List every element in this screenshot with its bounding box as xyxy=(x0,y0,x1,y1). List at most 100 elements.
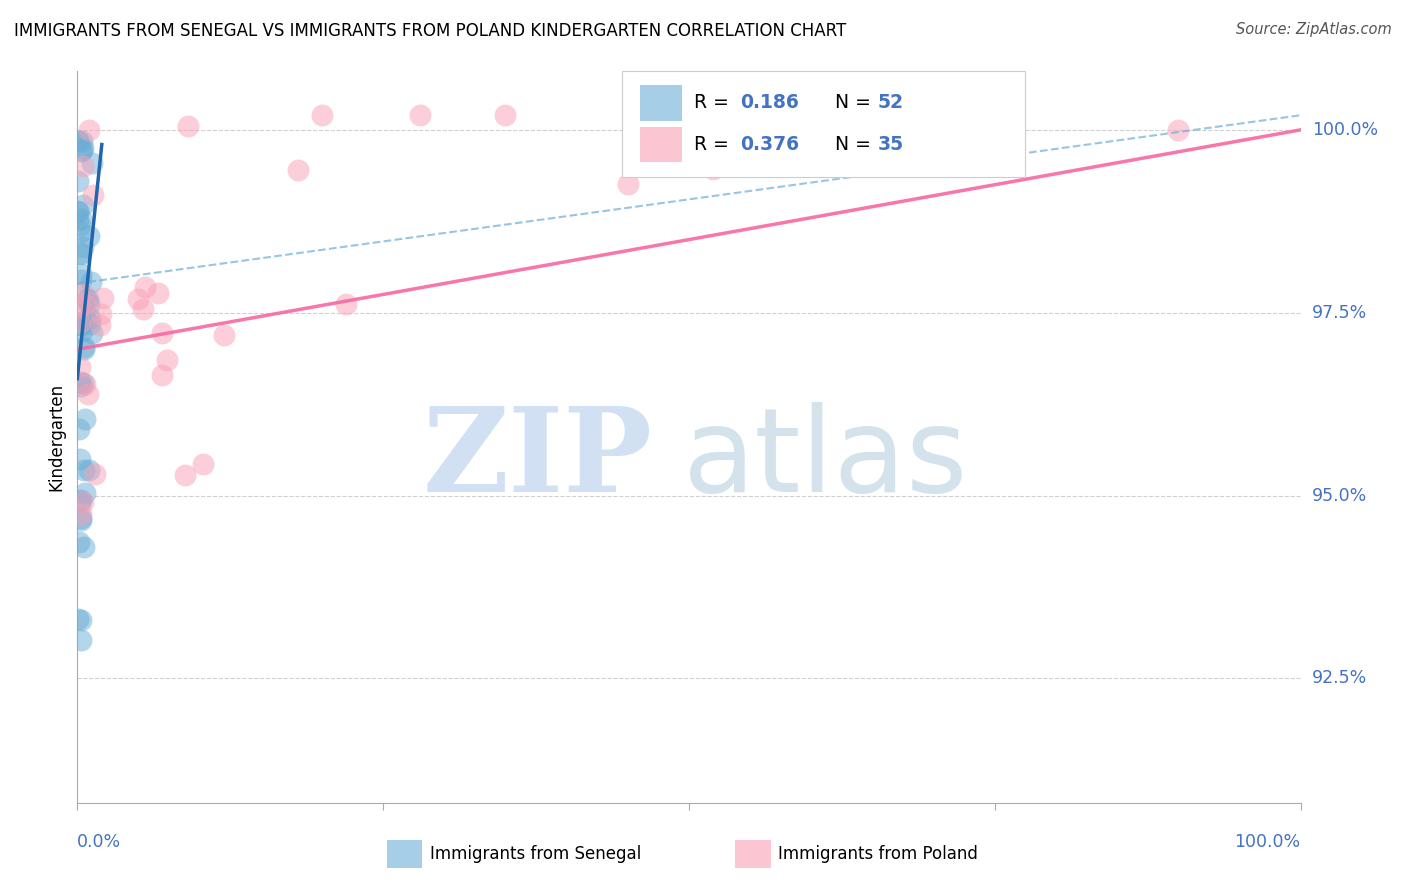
Point xyxy=(75,293,97,307)
Point xyxy=(75,411,97,425)
Point xyxy=(79,318,101,332)
Point xyxy=(75,297,97,311)
Point xyxy=(66,318,89,332)
Point xyxy=(311,108,333,122)
Point xyxy=(69,245,91,260)
Point xyxy=(72,159,94,173)
Point xyxy=(83,467,105,482)
Point xyxy=(69,315,91,329)
Point xyxy=(79,311,101,326)
Point xyxy=(77,123,100,137)
Text: 35: 35 xyxy=(877,135,904,154)
Text: atlas: atlas xyxy=(683,401,969,516)
Point xyxy=(72,198,94,212)
Point xyxy=(80,155,103,169)
Point xyxy=(77,296,100,310)
Point xyxy=(70,511,93,525)
Point xyxy=(69,226,91,240)
Point xyxy=(75,486,97,500)
Point xyxy=(67,535,90,549)
Text: 100.0%: 100.0% xyxy=(1312,121,1378,139)
Point xyxy=(72,141,94,155)
Point xyxy=(134,279,156,293)
Point xyxy=(76,387,98,401)
Point xyxy=(409,108,432,122)
Point xyxy=(70,268,93,282)
Point xyxy=(75,377,97,392)
Text: R =: R = xyxy=(693,94,735,112)
Point xyxy=(69,495,91,509)
Point xyxy=(91,291,114,305)
Point xyxy=(70,507,93,521)
Point xyxy=(69,633,91,648)
Point xyxy=(77,463,100,477)
Point xyxy=(75,313,97,327)
Point xyxy=(69,379,91,393)
Text: N =: N = xyxy=(835,94,876,112)
Text: 0.376: 0.376 xyxy=(741,135,800,154)
Point xyxy=(70,212,93,227)
Point xyxy=(287,162,309,177)
Point xyxy=(72,240,94,254)
Point xyxy=(72,143,94,157)
Point xyxy=(70,273,93,287)
Point xyxy=(70,144,93,158)
Point xyxy=(69,359,91,374)
Text: 0.186: 0.186 xyxy=(741,94,799,112)
Point xyxy=(70,513,93,527)
Point xyxy=(67,612,90,626)
FancyBboxPatch shape xyxy=(640,85,682,120)
Text: N =: N = xyxy=(835,135,876,154)
Point xyxy=(132,302,155,317)
Point xyxy=(1167,123,1189,137)
Text: 100.0%: 100.0% xyxy=(1234,833,1301,851)
Point xyxy=(156,353,179,368)
Point xyxy=(79,276,101,290)
Point xyxy=(146,285,169,300)
Point xyxy=(70,134,93,148)
FancyBboxPatch shape xyxy=(735,839,770,868)
Text: R =: R = xyxy=(693,135,735,154)
Point xyxy=(191,457,214,471)
Point xyxy=(495,108,517,122)
Point xyxy=(127,293,149,307)
Text: Source: ZipAtlas.com: Source: ZipAtlas.com xyxy=(1236,22,1392,37)
Point xyxy=(150,368,173,382)
FancyBboxPatch shape xyxy=(621,71,1025,178)
Point xyxy=(66,134,89,148)
Point xyxy=(174,467,197,482)
Text: 95.0%: 95.0% xyxy=(1312,487,1367,505)
Point xyxy=(150,326,173,340)
Point xyxy=(702,162,724,177)
Point xyxy=(73,541,96,555)
Point xyxy=(72,286,94,301)
Point xyxy=(67,174,90,188)
FancyBboxPatch shape xyxy=(387,839,422,868)
Text: ZIP: ZIP xyxy=(422,401,652,516)
Point xyxy=(72,494,94,508)
Point xyxy=(72,376,94,390)
Point xyxy=(82,326,104,340)
Point xyxy=(67,213,90,227)
Point xyxy=(69,422,91,436)
Y-axis label: Kindergarten: Kindergarten xyxy=(48,383,66,491)
Text: Immigrants from Poland: Immigrants from Poland xyxy=(779,845,979,863)
Point xyxy=(77,229,100,244)
Point xyxy=(69,300,91,314)
Point xyxy=(82,188,104,202)
Point xyxy=(77,293,100,307)
Point xyxy=(70,613,93,627)
Point xyxy=(90,307,112,321)
Point xyxy=(212,328,235,343)
Point xyxy=(69,375,91,389)
Point xyxy=(69,493,91,508)
FancyBboxPatch shape xyxy=(640,127,682,162)
Point xyxy=(66,204,89,219)
Point xyxy=(66,134,89,148)
Point xyxy=(69,218,91,232)
Text: Immigrants from Senegal: Immigrants from Senegal xyxy=(430,845,641,863)
Point xyxy=(177,120,200,134)
Text: 92.5%: 92.5% xyxy=(1312,670,1367,688)
Text: 52: 52 xyxy=(877,94,903,112)
Point xyxy=(69,451,91,466)
